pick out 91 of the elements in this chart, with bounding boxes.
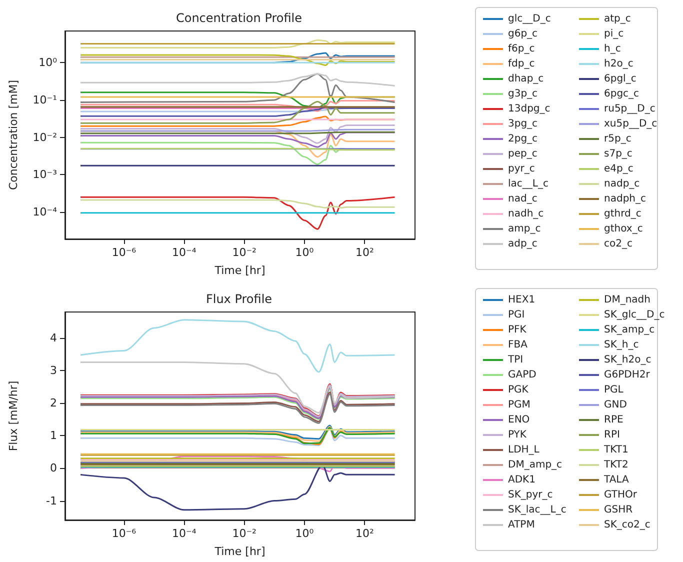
legend-label: gthrd_c bbox=[604, 208, 642, 220]
x-axis-title: Time [hr] bbox=[214, 264, 266, 277]
legend-label: SK_pyr_c bbox=[508, 490, 553, 500]
legend-label: gthox_c bbox=[604, 224, 643, 234]
legend-label: SK_h_c bbox=[604, 340, 639, 350]
legend-label: GSHR bbox=[604, 504, 633, 516]
y-tick-label: 3 bbox=[50, 364, 57, 377]
legend-label: SK_glc__D_c bbox=[604, 310, 665, 320]
legend-label: DM_nadh bbox=[604, 294, 650, 306]
y-tick-label: 10⁰ bbox=[38, 56, 58, 70]
legend-label: TKT1 bbox=[603, 444, 628, 456]
legend-label: 6pgc_c bbox=[604, 88, 640, 100]
legend-label: LDH_L bbox=[508, 444, 540, 456]
legend-label: fdp_c bbox=[508, 58, 535, 70]
legend-label: RPE bbox=[604, 414, 624, 426]
x-axis-title: Time [hr] bbox=[214, 545, 266, 558]
legend-label: g6p_c bbox=[508, 28, 538, 40]
legend-label: g3p_c bbox=[508, 88, 538, 100]
x-tick-label: 10⁰ bbox=[295, 527, 314, 540]
x-tick-label: 10⁻⁶ bbox=[112, 246, 137, 259]
y-tick-label: 2 bbox=[50, 396, 57, 410]
legend-label: PGI bbox=[508, 310, 525, 320]
y-tick-label: 4 bbox=[50, 331, 57, 344]
legend-label: GAPD bbox=[508, 370, 537, 380]
legend-label: atp_c bbox=[604, 14, 631, 24]
legend-label: 13dpg_c bbox=[508, 104, 550, 114]
legend-label: TPI bbox=[507, 354, 524, 366]
legend-label: ATPM bbox=[508, 520, 535, 530]
legend-label: GND bbox=[604, 400, 628, 410]
legend-label: PGK bbox=[508, 384, 529, 396]
y-tick-label: 0 bbox=[50, 462, 57, 475]
y-tick-label: 10⁻³ bbox=[32, 168, 57, 182]
y-tick-label: -1 bbox=[46, 494, 57, 508]
legend-label: PGL bbox=[604, 384, 624, 396]
legend-label: DM_amp_c bbox=[508, 460, 562, 470]
x-tick-label: 10⁻² bbox=[232, 246, 256, 259]
x-tick-label: 10⁰ bbox=[295, 246, 314, 259]
x-tick-label: 10⁻⁴ bbox=[172, 527, 197, 540]
y-tick-label: 10⁻¹ bbox=[32, 93, 57, 106]
x-tick-label: 10² bbox=[355, 246, 374, 259]
legend-label: nad_c bbox=[508, 194, 538, 204]
legend-label: co2_c bbox=[604, 238, 632, 250]
legend-label: PYK bbox=[508, 430, 527, 440]
legend-label: xu5p__D_c bbox=[604, 118, 658, 130]
legend-label: e4p_c bbox=[604, 164, 634, 174]
x-tick-label: 10⁻⁴ bbox=[172, 246, 197, 259]
legend-label: 2pg_c bbox=[508, 134, 538, 144]
chart-title: Concentration Profile bbox=[176, 11, 302, 25]
legend-label: r5p_c bbox=[604, 134, 632, 144]
legend-label: G6PDH2r bbox=[604, 370, 651, 380]
legend-label: pep_c bbox=[508, 148, 538, 160]
legend-label: 6pgl_c bbox=[604, 74, 636, 84]
legend-label: nadph_c bbox=[604, 194, 646, 204]
y-axis-title: Concentration [mM] bbox=[7, 80, 20, 190]
legend-label: GTHOr bbox=[604, 490, 638, 500]
legend-label: pi_c bbox=[604, 28, 624, 40]
legend-label: nadh_c bbox=[508, 208, 544, 220]
y-axis-title: Flux [mM/hr] bbox=[7, 380, 20, 452]
legend-label: PFK bbox=[508, 324, 527, 336]
legend-label: SK_amp_c bbox=[604, 324, 655, 336]
x-tick-label: 10⁻² bbox=[232, 527, 256, 540]
legend-label: adp_c bbox=[508, 238, 538, 250]
legend-label: RPI bbox=[604, 430, 620, 440]
legend-label: s7p_c bbox=[604, 148, 632, 160]
legend-label: lac__L_c bbox=[508, 178, 548, 190]
legend-label: ENO bbox=[508, 414, 530, 426]
legend-label: glc__D_c bbox=[508, 14, 551, 24]
legend-label: TKT2 bbox=[603, 460, 628, 470]
legend-label: SK_lac__L_c bbox=[508, 504, 566, 516]
legend-label: h2o_c bbox=[604, 58, 634, 70]
legend-label: SK_co2_c bbox=[604, 520, 650, 530]
legend-label: amp_c bbox=[508, 224, 541, 234]
legend-label: ADK1 bbox=[508, 474, 536, 486]
legend-label: nadp_c bbox=[604, 178, 640, 190]
x-tick-label: 10² bbox=[355, 527, 374, 540]
legend-label: HEX1 bbox=[508, 294, 536, 306]
x-tick-label: 10⁻⁶ bbox=[112, 527, 137, 540]
legend-label: h_c bbox=[604, 44, 621, 54]
y-tick-label: 10⁻⁴ bbox=[32, 206, 58, 219]
legend-label: pyr_c bbox=[508, 164, 535, 174]
legend-label: 3pg_c bbox=[508, 118, 538, 130]
legend-label: TALA bbox=[603, 474, 629, 486]
legend-label: f6p_c bbox=[508, 44, 535, 54]
legend-label: FBA bbox=[508, 340, 528, 350]
y-tick-label: 10⁻² bbox=[32, 130, 57, 144]
y-tick-label: 1 bbox=[50, 429, 57, 442]
chart-title: Flux Profile bbox=[206, 292, 272, 306]
legend-label: PGM bbox=[508, 400, 530, 410]
legend-label: ru5p__D_c bbox=[604, 104, 656, 114]
legend-label: SK_h2o_c bbox=[604, 354, 652, 366]
legend-label: dhap_c bbox=[508, 74, 544, 84]
